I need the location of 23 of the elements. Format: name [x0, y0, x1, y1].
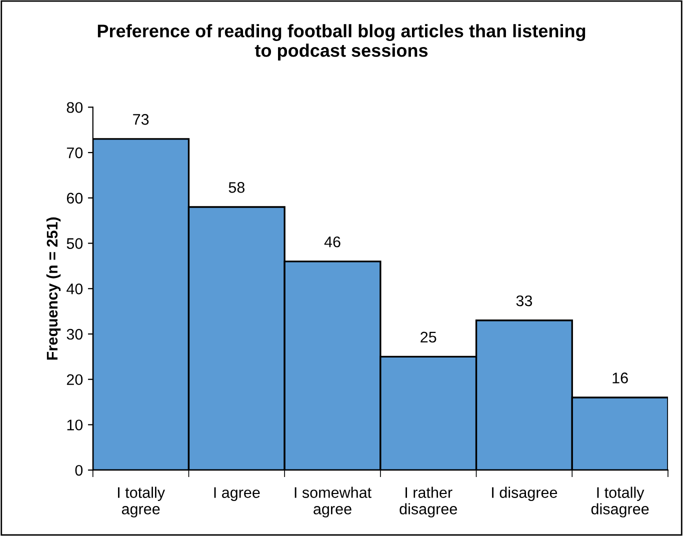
- data-label: 58: [228, 182, 244, 193]
- data-label: 25: [420, 332, 436, 343]
- y-tick-label: 60: [66, 192, 83, 204]
- data-label: 73: [133, 114, 149, 125]
- y-tick-label: 40: [66, 284, 83, 294]
- x-tick-label: I agree: [214, 487, 260, 501]
- y-tick-label: 20: [66, 374, 83, 386]
- data-label: 16: [612, 372, 628, 384]
- y-tick-label: 50: [66, 238, 83, 249]
- y-tick-label: 30: [66, 328, 83, 340]
- chart-title: Preference of reading football blog articles than listening to podcast sessions: [98, 24, 586, 60]
- x-tick-label: I rather disagree: [400, 486, 457, 518]
- y-tick-label: 10: [67, 420, 83, 430]
- x-tick-label: I totally agree: [118, 486, 165, 518]
- data-label: 33: [516, 295, 532, 306]
- data-label: 46: [324, 236, 340, 248]
- x-tick-label: I somewhat agree: [294, 486, 372, 518]
- x-tick-label: I disagree: [492, 486, 558, 501]
- y-axis-title: Frequency (n = 251): [46, 217, 61, 360]
- y-tick-label: 70: [66, 147, 83, 158]
- y-tick-label: 80: [66, 102, 83, 113]
- y-tick-label: 0: [75, 464, 83, 476]
- x-tick-label: I totally disagree: [591, 486, 649, 518]
